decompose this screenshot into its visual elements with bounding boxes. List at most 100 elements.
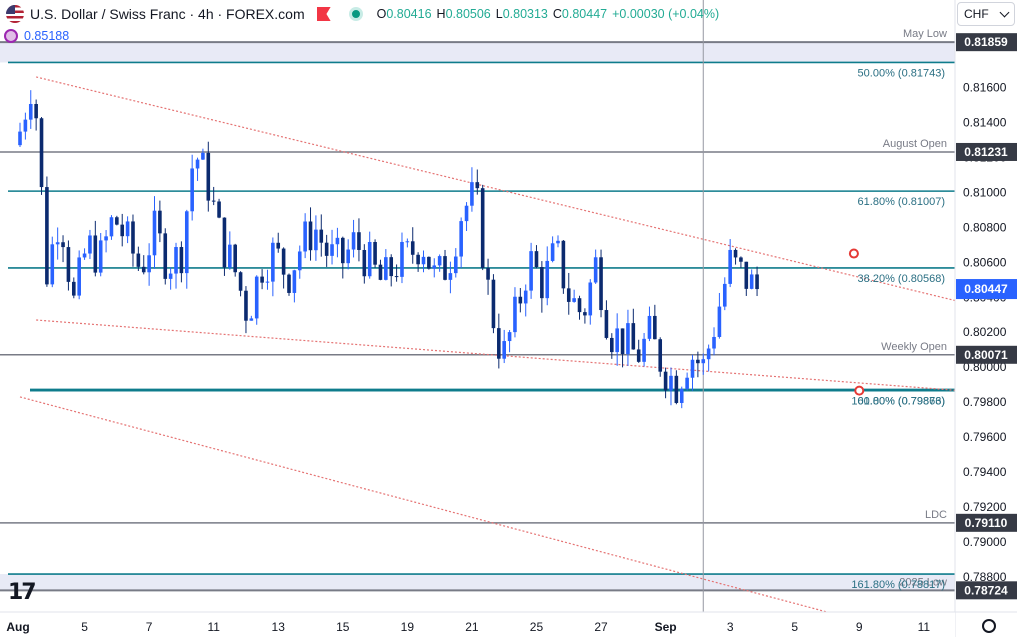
candle-body — [566, 288, 571, 302]
symbol-title[interactable]: U.S. Dollar / Swiss Franc · 4h · FOREX.c… — [30, 6, 305, 22]
candle-body — [755, 274, 759, 290]
candle-body — [18, 131, 22, 146]
candle-body — [228, 244, 232, 268]
change-value: +0.00030 (+0.04%) — [612, 7, 720, 21]
close-value: 0.80447 — [561, 7, 608, 21]
open-value: 0.80416 — [386, 7, 432, 21]
candle-body — [72, 281, 76, 296]
x-tick-label: 9 — [856, 620, 863, 634]
candle-body — [685, 377, 689, 389]
level-price-tag — [956, 142, 1017, 161]
candle-body — [201, 152, 205, 160]
y-tick-label: 0.79800 — [963, 395, 1007, 409]
y-tick-label: 0.81600 — [963, 80, 1007, 94]
candle-body — [179, 247, 184, 274]
candle-body — [174, 247, 178, 274]
candle-body — [168, 273, 173, 279]
candle-body — [378, 264, 383, 280]
candle-body — [346, 249, 350, 264]
candle-body — [437, 256, 442, 266]
low-label: L — [495, 7, 503, 21]
candle-body — [610, 337, 614, 353]
candle-body — [254, 276, 259, 319]
candle-body — [77, 257, 81, 296]
level-label: August Open — [883, 138, 947, 150]
candle-body — [276, 242, 281, 249]
level-label: 2025 Low — [899, 576, 947, 588]
candle-body — [497, 328, 501, 359]
candle-body — [50, 244, 55, 285]
candle-body — [459, 221, 463, 257]
candle-body — [669, 375, 673, 391]
x-tick-label: 11 — [207, 620, 220, 634]
x-tick-label: 19 — [401, 620, 415, 634]
candle-body — [384, 257, 388, 280]
candle-body — [513, 296, 517, 333]
candle-body — [190, 168, 194, 212]
channel-outer-line — [19, 396, 828, 613]
market-status-icon[interactable] — [348, 7, 363, 21]
candle-body — [577, 298, 582, 313]
currency-label: CHF — [964, 7, 989, 21]
indicator-icon — [4, 29, 18, 43]
candle-body — [287, 274, 291, 293]
tradingview-logo[interactable]: 17 — [8, 580, 37, 605]
candle-body — [453, 256, 458, 274]
candle-body — [297, 251, 302, 271]
time-axis[interactable] — [0, 612, 955, 637]
candle-body — [335, 237, 340, 245]
chevron-down-icon — [999, 7, 1010, 17]
gear-icon[interactable] — [982, 619, 996, 633]
indicator-row[interactable]: 0.85188 — [4, 29, 69, 43]
candle-body — [88, 235, 92, 254]
candle-body — [502, 341, 506, 359]
candle-body — [249, 318, 254, 321]
candle-body — [23, 119, 28, 132]
x-tick-label: 13 — [272, 620, 286, 634]
level-price-tag — [956, 581, 1017, 600]
candle-body — [341, 237, 345, 264]
candle-body — [470, 182, 474, 206]
candle-body — [394, 276, 399, 278]
candle-body — [561, 240, 566, 289]
red-flag-icon[interactable] — [316, 7, 331, 21]
y-tick-label: 0.80200 — [963, 325, 1007, 339]
fib-label: 161.80% (0.78817) — [851, 579, 945, 591]
candle-body — [281, 248, 286, 275]
candle-body — [93, 235, 98, 273]
x-tick-label: Sep — [655, 620, 677, 634]
candle-body — [690, 359, 695, 378]
currency-selector[interactable]: CHF — [957, 2, 1015, 26]
level-price-tag-text: 0.81231 — [964, 145, 1008, 159]
x-tick-label: 5 — [791, 620, 798, 634]
candle-body — [717, 306, 722, 337]
candle-body — [184, 211, 189, 274]
candle-body — [749, 274, 754, 289]
candle-body — [109, 217, 114, 237]
candle-body — [620, 328, 625, 355]
candle-body — [206, 152, 211, 201]
candle-body — [572, 298, 576, 302]
candle-body — [400, 241, 404, 277]
candle-body — [491, 279, 496, 329]
level-price-tag — [956, 33, 1017, 52]
y-tick-label: 0.79400 — [963, 465, 1007, 479]
candle-body — [631, 323, 636, 350]
candle-body — [217, 201, 221, 218]
candle-body — [550, 243, 555, 261]
candle-body — [615, 328, 619, 353]
candle-body — [330, 244, 334, 256]
candle-body — [588, 282, 593, 316]
level-price-tag — [956, 345, 1017, 364]
candle-body — [733, 249, 738, 258]
level-label: May Low — [903, 28, 947, 40]
fib-label: 50.00% (0.81743) — [858, 67, 945, 79]
candle-body — [556, 240, 560, 244]
candle-body — [448, 273, 453, 280]
candle-body — [308, 221, 313, 251]
x-tick-label: 15 — [336, 620, 350, 634]
candle-body — [55, 242, 60, 245]
candle-body — [314, 229, 318, 251]
candle-body — [480, 188, 485, 268]
